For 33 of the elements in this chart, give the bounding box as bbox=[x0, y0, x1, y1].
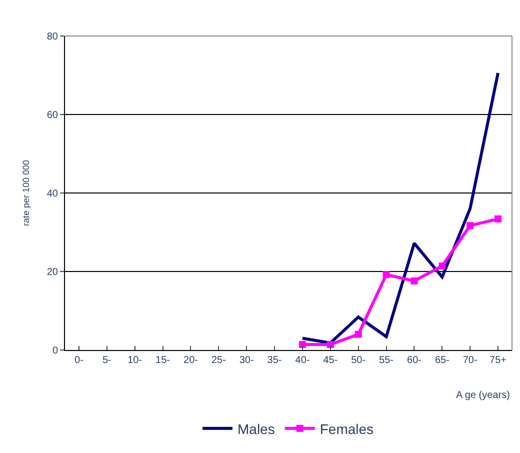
y-tick-label: 80 bbox=[46, 32, 58, 42]
point bbox=[298, 341, 306, 348]
y-tick-label: 0 bbox=[52, 346, 58, 356]
x-tick-label: 0- bbox=[74, 355, 84, 366]
point bbox=[438, 262, 446, 270]
y-tick-label: 20 bbox=[46, 267, 58, 278]
y-axis-title: rate per 100 000 bbox=[21, 160, 32, 226]
x-tick-label: 50- bbox=[351, 355, 366, 366]
x-tick-label: 60- bbox=[406, 355, 422, 366]
point bbox=[410, 277, 418, 284]
x-tick-label: 65- bbox=[434, 355, 450, 366]
point bbox=[494, 215, 502, 222]
point bbox=[326, 341, 334, 348]
x-tick-label: 70- bbox=[462, 355, 478, 366]
legend-label: Males bbox=[238, 420, 275, 437]
y-tick-label: 40 bbox=[46, 188, 58, 200]
point bbox=[354, 330, 362, 338]
x-tick-label: 75+ bbox=[490, 355, 507, 366]
x-tick-label: 40- bbox=[295, 355, 310, 366]
y-tick-label: 60 bbox=[46, 110, 58, 121]
x-tick-label: 5- bbox=[102, 355, 112, 366]
x-tick-label: 20- bbox=[183, 355, 198, 366]
point bbox=[466, 222, 474, 230]
x-tick-label: 30- bbox=[239, 355, 254, 366]
x-tick-label: 45- bbox=[323, 355, 338, 366]
legend-label: Females bbox=[320, 420, 374, 437]
x-tick-label: 35- bbox=[267, 355, 282, 366]
x-axis-title: A ge (years) bbox=[456, 390, 510, 401]
x-tick-label: 10- bbox=[128, 355, 142, 366]
x-tick-label: 55- bbox=[379, 355, 394, 366]
point bbox=[382, 271, 390, 278]
x-tick-label: 15- bbox=[156, 355, 170, 366]
x-tick-label: 25- bbox=[211, 355, 226, 366]
